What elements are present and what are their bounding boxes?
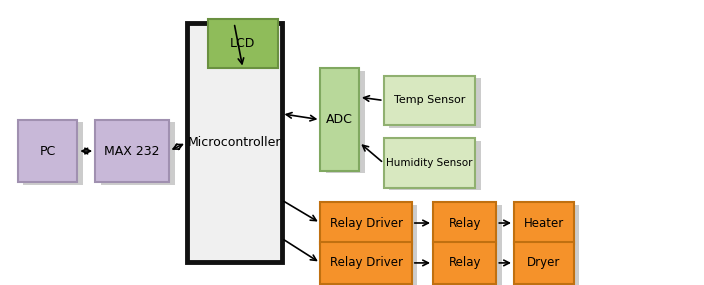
FancyBboxPatch shape (101, 122, 175, 185)
FancyBboxPatch shape (389, 141, 481, 190)
Text: Dryer: Dryer (527, 256, 560, 269)
Text: Heater: Heater (524, 217, 564, 229)
Text: ADC: ADC (326, 113, 353, 126)
FancyBboxPatch shape (514, 202, 574, 244)
Text: Relay Driver: Relay Driver (329, 256, 403, 269)
Text: LCD: LCD (230, 37, 256, 50)
Text: Microcontroller: Microcontroller (187, 136, 281, 149)
FancyBboxPatch shape (326, 245, 417, 285)
FancyBboxPatch shape (326, 205, 417, 246)
FancyBboxPatch shape (320, 202, 412, 244)
FancyBboxPatch shape (23, 122, 83, 185)
Text: Relay: Relay (448, 217, 481, 229)
FancyBboxPatch shape (520, 205, 579, 246)
Text: Relay Driver: Relay Driver (329, 217, 403, 229)
FancyBboxPatch shape (326, 71, 365, 173)
FancyBboxPatch shape (389, 78, 481, 128)
Text: MAX 232: MAX 232 (104, 144, 160, 158)
FancyBboxPatch shape (187, 23, 282, 262)
FancyBboxPatch shape (514, 242, 574, 284)
Text: Relay: Relay (448, 256, 481, 269)
Text: Humidity Sensor: Humidity Sensor (386, 158, 472, 168)
FancyBboxPatch shape (439, 205, 502, 246)
Text: PC: PC (39, 144, 56, 158)
FancyBboxPatch shape (213, 21, 284, 71)
FancyBboxPatch shape (433, 242, 496, 284)
FancyBboxPatch shape (520, 245, 579, 285)
FancyBboxPatch shape (384, 76, 475, 125)
FancyBboxPatch shape (208, 19, 278, 68)
FancyBboxPatch shape (320, 242, 412, 284)
Text: Temp Sensor: Temp Sensor (394, 95, 465, 105)
FancyBboxPatch shape (320, 68, 359, 171)
FancyBboxPatch shape (439, 245, 502, 285)
FancyBboxPatch shape (18, 120, 77, 182)
FancyBboxPatch shape (95, 120, 169, 182)
FancyBboxPatch shape (433, 202, 496, 244)
FancyBboxPatch shape (384, 138, 475, 188)
